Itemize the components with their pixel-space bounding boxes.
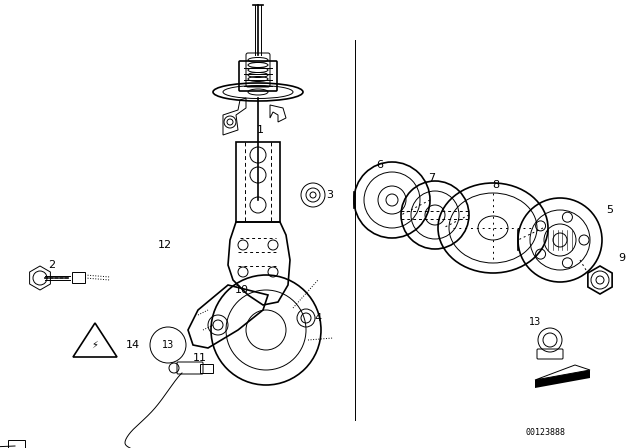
Text: ⚡: ⚡ [92,340,99,350]
Text: 13: 13 [162,340,174,350]
Text: 14: 14 [126,340,140,350]
Text: 1: 1 [257,125,264,135]
Text: 3: 3 [326,190,333,200]
Text: 5: 5 [607,205,614,215]
Text: 11: 11 [193,353,207,363]
Text: 13: 13 [529,317,541,327]
Text: 10: 10 [235,285,249,295]
Text: 12: 12 [158,240,172,250]
Polygon shape [535,370,590,388]
Text: 7: 7 [428,173,436,183]
Text: 9: 9 [618,253,625,263]
Text: 8: 8 [492,180,500,190]
Bar [236,142,280,222]
Text: 00123888: 00123888 [525,427,565,436]
Text: 6: 6 [376,160,383,170]
Text: 2: 2 [49,260,56,270]
Text: 4: 4 [314,313,321,323]
